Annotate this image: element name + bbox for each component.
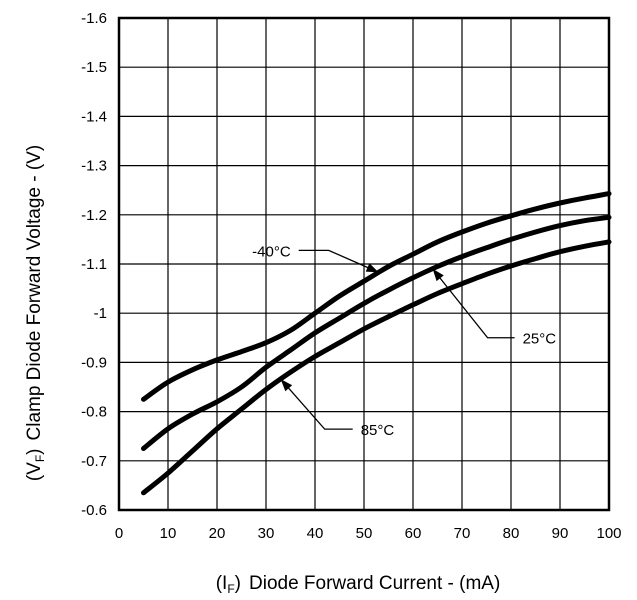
- y-tick-label: -0.7: [81, 453, 107, 470]
- y-tick-label: -0.9: [81, 354, 107, 371]
- y-tick-label: -1: [94, 305, 107, 322]
- x-tick-label: 50: [356, 525, 373, 542]
- annotation-label: 25°C: [523, 331, 557, 348]
- x-tick-label: 100: [596, 525, 621, 542]
- annotation-arrowhead: [365, 263, 379, 273]
- y-axis-label: (VF)Clamp Diode Forward Voltage - (V): [24, 145, 47, 481]
- annotation-leader-line: [298, 249, 379, 273]
- x-tick-label: 10: [160, 525, 177, 542]
- x-axis-label: (IF) Diode Forward Current - (mA): [216, 573, 501, 596]
- series-lines: [141, 191, 612, 496]
- plot-frame: [117, 16, 611, 512]
- annotation-3: 85°C: [280, 378, 395, 439]
- series-line-1: [141, 191, 612, 402]
- annotation-label: 85°C: [361, 422, 395, 439]
- tick-labels: 0 10 20 30 40 50 60 70 80 90 100 -0.6 -0.7 -0.8 -0.9 -1…: [81, 10, 621, 542]
- y-tick-label: -0.6: [81, 502, 107, 519]
- annotation-2: 25°C: [432, 268, 557, 348]
- x-tick-label: 30: [258, 525, 275, 542]
- series-line-2: [141, 214, 612, 451]
- annotation-arrowhead: [280, 379, 293, 392]
- x-tick-label: 40: [307, 525, 324, 542]
- y-tick-label: -1.2: [81, 207, 107, 224]
- y-tick-label: -0.8: [81, 404, 107, 421]
- annotation-label: -40°C: [252, 243, 291, 260]
- y-tick-label: -1.3: [81, 158, 107, 175]
- annotations: -40°C 25°C 85°C: [252, 243, 556, 439]
- x-tick-label: 0: [115, 525, 123, 542]
- y-tick-label: -1.6: [81, 10, 107, 27]
- x-tick-label: 70: [454, 525, 471, 542]
- x-tick-label: 80: [503, 525, 520, 542]
- y-tick-label: -1.4: [81, 108, 107, 125]
- x-tick-label: 90: [552, 525, 569, 542]
- annotation-arrowhead: [432, 268, 444, 282]
- x-tick-label: 60: [405, 525, 422, 542]
- y-tick-label: -1.5: [81, 59, 107, 76]
- y-tick-label: -1.1: [81, 256, 107, 273]
- series-line-3: [141, 239, 612, 496]
- annotation-leader-line: [432, 268, 515, 339]
- annotation-1: -40°C: [252, 243, 379, 273]
- annotation-leader-line: [280, 378, 353, 430]
- x-tick-label: 20: [209, 525, 226, 542]
